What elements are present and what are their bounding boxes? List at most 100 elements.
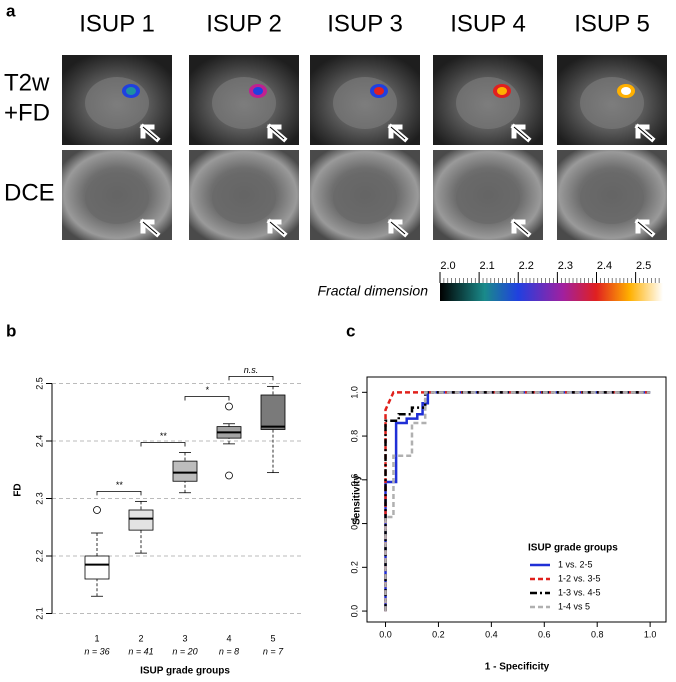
row-label: DCE xyxy=(4,179,55,206)
legend-title: ISUP grade groups xyxy=(528,543,618,554)
y-axis-label: FD xyxy=(13,483,24,496)
row-label: +FD xyxy=(4,99,50,126)
y-tick-label: 1.0 xyxy=(349,386,359,399)
outlier xyxy=(225,402,233,411)
panel-a: a T2w +FD DCE Fractal dimension ISUP 1 IS… xyxy=(4,1,667,301)
y-tick-label: 0.0 xyxy=(349,605,359,618)
arrow-outline xyxy=(390,221,406,235)
significance-label: * xyxy=(205,385,209,395)
row-label: T2w xyxy=(4,69,50,96)
significance-label: ** xyxy=(115,480,123,490)
significance-bracket xyxy=(228,375,274,381)
arrow-outline xyxy=(269,221,285,235)
panel-label: b xyxy=(6,321,16,340)
y-tick-label: 0.6 xyxy=(349,474,359,487)
prostate xyxy=(456,172,520,224)
colorbar-tick-label: 2.3 xyxy=(558,260,573,272)
box xyxy=(128,509,154,531)
x-tick-label: 0.8 xyxy=(591,629,604,639)
n-label: n = 7 xyxy=(263,646,284,656)
arrow-outline xyxy=(142,126,158,140)
prostate xyxy=(580,77,644,129)
column-header: ISUP 1 xyxy=(79,10,155,37)
fd-overlay xyxy=(374,87,384,95)
y-tick-label: 0.8 xyxy=(349,430,359,443)
n-label: n = 36 xyxy=(84,646,109,656)
y-tick-label: 2.4 xyxy=(34,435,44,448)
x-axis-label: ISUP grade groups xyxy=(140,666,230,677)
x-tick-label: 0.2 xyxy=(432,629,445,639)
panel-b: b FD ISUP grade groups 2.1 2.2 2.3 2.4 2.5 1 n = … xyxy=(6,321,302,677)
fd-overlay xyxy=(126,87,136,95)
significance-bracket xyxy=(184,396,230,401)
arrow-outline xyxy=(269,126,285,140)
panel-c: c Sensitivity 1 - Specificity 0.0 0.2 0.4 0.6 0… xyxy=(346,321,667,673)
arrow-outline xyxy=(513,126,529,140)
prostate xyxy=(333,77,397,129)
x-tick-label: 0.6 xyxy=(538,629,551,639)
panel-label: a xyxy=(6,1,16,20)
n-label: n = 20 xyxy=(172,646,197,656)
column-header: ISUP 2 xyxy=(206,10,282,37)
roc-curve xyxy=(384,391,651,612)
prostate xyxy=(212,172,276,224)
prostate xyxy=(85,77,149,129)
prostate xyxy=(580,172,644,224)
arrow-outline xyxy=(142,221,158,235)
y-tick-label: 0.2 xyxy=(349,561,359,574)
colorbar-tick-label: 2.0 xyxy=(440,260,455,272)
column-header: ISUP 4 xyxy=(450,10,526,37)
outlier xyxy=(93,506,101,514)
significance-bracket xyxy=(140,442,186,447)
fd-overlay xyxy=(497,87,507,95)
colorbar-tick-label: 2.2 xyxy=(519,260,534,272)
roc-curve xyxy=(384,391,651,612)
n-label: n = 8 xyxy=(219,646,239,656)
y-tick-label: 2.2 xyxy=(34,550,44,563)
y-axis-label: Sensitivity xyxy=(352,475,363,525)
prostate xyxy=(333,172,397,224)
prostate xyxy=(456,77,520,129)
fd-overlay xyxy=(621,87,631,95)
colorbar-tick-label: 2.4 xyxy=(597,260,612,272)
y-tick-label: 2.1 xyxy=(34,607,44,620)
panel-label: c xyxy=(346,321,355,340)
significance-label: ** xyxy=(159,431,167,441)
roc-curve xyxy=(384,391,651,612)
plot-frame xyxy=(366,376,667,623)
column-header: ISUP 5 xyxy=(574,10,650,37)
colorbar-tick-label: 2.1 xyxy=(479,260,494,272)
n-label: n = 41 xyxy=(128,646,153,656)
y-tick-label: 2.3 xyxy=(34,492,44,505)
legend-label: 1 vs. 2-5 xyxy=(558,559,593,569)
x-tick-label: 3 xyxy=(182,633,187,643)
x-tick-label: 4 xyxy=(226,633,231,643)
colorbar xyxy=(440,283,663,301)
y-tick-label: 2.5 xyxy=(34,377,44,390)
arrow-outline xyxy=(637,221,653,235)
colorbar-tick-label: 2.5 xyxy=(636,260,651,272)
x-tick-label: 1 xyxy=(94,633,99,643)
x-tick-label: 0.0 xyxy=(379,629,392,639)
x-tick-label: 5 xyxy=(270,633,275,643)
legend-label: 1-4 vs 5 xyxy=(558,601,590,611)
fd-overlay xyxy=(253,87,263,95)
roc-curve xyxy=(384,391,651,612)
x-tick-label: 1.0 xyxy=(644,629,657,639)
legend-label: 1-3 vs. 4-5 xyxy=(558,587,601,597)
arrow-outline xyxy=(637,126,653,140)
box xyxy=(84,555,110,580)
box xyxy=(172,460,198,482)
outlier xyxy=(225,471,233,480)
column-header: ISUP 3 xyxy=(327,10,403,37)
significance-label: n.s. xyxy=(244,365,259,375)
arrow-outline xyxy=(390,126,406,140)
legend-label: 1-2 vs. 3-5 xyxy=(558,573,601,583)
significance-bracket xyxy=(96,490,142,496)
prostate xyxy=(212,77,276,129)
x-tick-label: 2 xyxy=(138,633,143,643)
colorbar-label: Fractal dimension xyxy=(318,283,429,299)
arrow-outline xyxy=(513,221,529,235)
box xyxy=(260,394,286,430)
